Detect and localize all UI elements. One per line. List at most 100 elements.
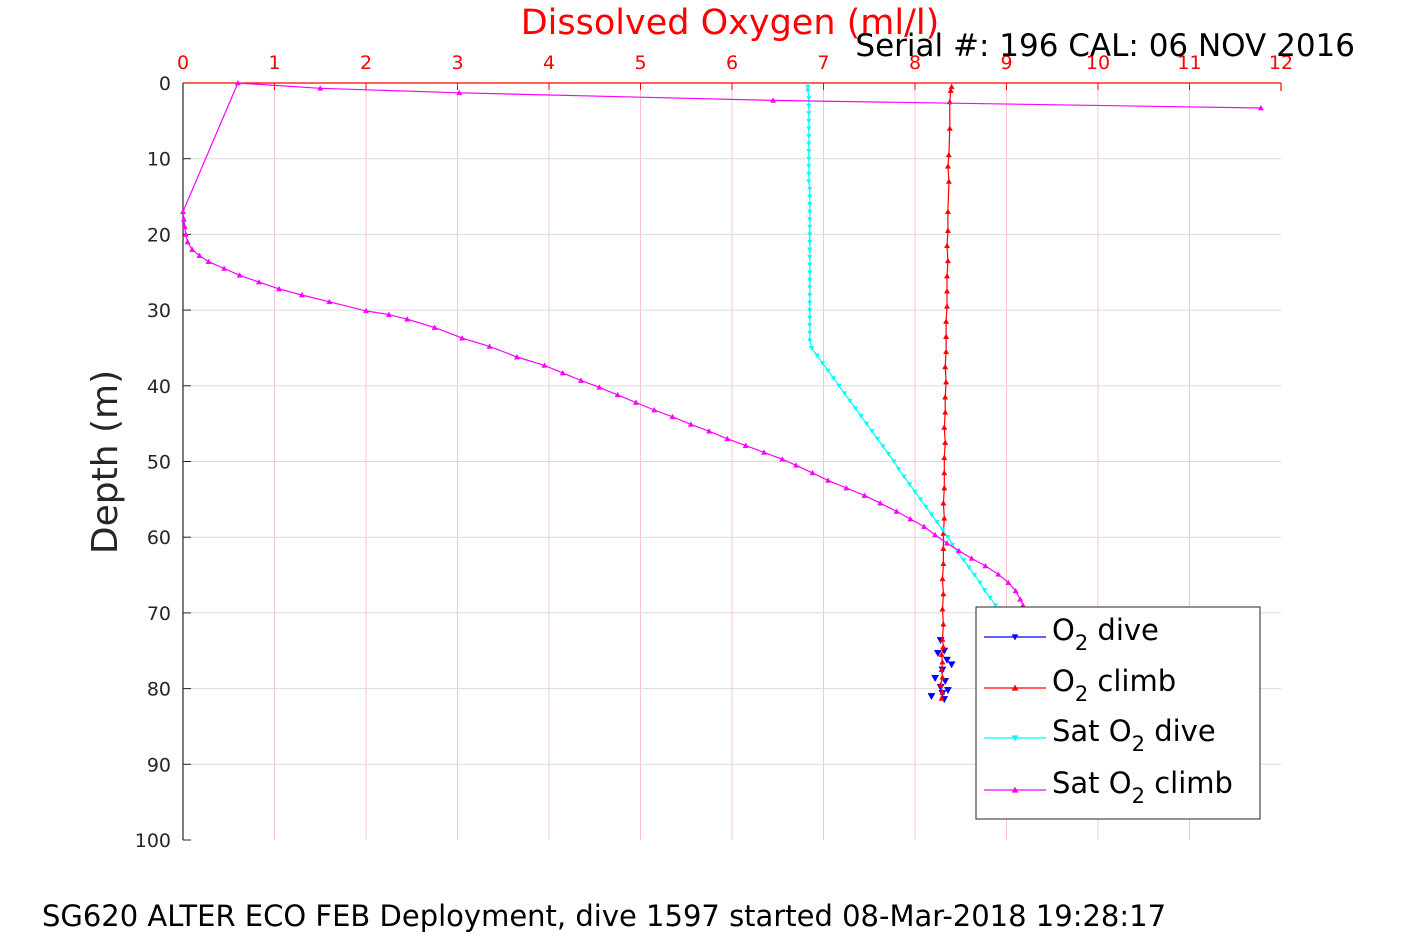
series-2 <box>805 84 1009 624</box>
data-point <box>987 595 993 601</box>
data-point <box>614 391 621 398</box>
data-point <box>221 265 228 271</box>
data-point <box>945 535 951 540</box>
data-point <box>944 540 951 546</box>
y-tick-label: 70 <box>147 603 171 625</box>
data-point <box>805 88 811 94</box>
data-point <box>807 300 813 306</box>
data-point <box>819 361 826 366</box>
data-point <box>941 677 950 686</box>
data-point <box>932 531 939 538</box>
data-point <box>180 216 187 222</box>
data-point <box>893 508 900 514</box>
data-point <box>880 444 886 450</box>
data-point <box>947 87 954 93</box>
data-point <box>807 186 813 192</box>
data-point <box>869 429 875 434</box>
data-point <box>431 324 438 330</box>
data-point <box>182 231 189 237</box>
data-point <box>807 232 813 238</box>
data-point <box>809 469 816 476</box>
data-point <box>877 500 884 506</box>
data-point <box>933 649 942 658</box>
data-point <box>806 96 812 101</box>
data-point <box>276 285 283 292</box>
data-point <box>852 406 859 412</box>
data-point <box>946 125 953 131</box>
data-point <box>761 449 768 455</box>
data-point <box>966 565 972 571</box>
data-point <box>1017 596 1024 602</box>
x-tick-label: 8 <box>909 52 921 74</box>
legend-swatch-marker <box>1011 684 1019 691</box>
data-point <box>807 209 813 215</box>
data-point <box>807 270 813 275</box>
y-tick-label: 20 <box>147 224 171 246</box>
data-point <box>982 562 989 569</box>
data-point <box>941 484 948 491</box>
data-point <box>362 307 370 314</box>
plot-area <box>179 79 1264 704</box>
data-point <box>944 227 951 233</box>
x-tick-label: 1 <box>268 52 280 74</box>
data-point <box>404 316 411 322</box>
data-point <box>977 580 983 586</box>
data-point <box>742 442 749 448</box>
data-point <box>724 435 731 442</box>
x-tick-label: 7 <box>817 52 829 74</box>
data-point <box>917 497 924 503</box>
data-point <box>559 369 566 376</box>
legend: O2 dive O2 climb Sat O2 dive Sat O2 climb <box>975 606 1261 820</box>
data-point <box>941 454 948 461</box>
chart-title: Dissolved Oxygen (ml/l) <box>521 3 940 43</box>
data-point <box>836 383 842 389</box>
data-point <box>807 292 813 298</box>
data-point <box>940 500 947 506</box>
data-point <box>939 575 946 582</box>
data-point <box>830 376 837 381</box>
data-point <box>807 315 813 321</box>
data-point <box>181 223 188 230</box>
data-point <box>942 394 949 400</box>
data-point <box>995 571 1002 577</box>
data-point <box>234 79 241 86</box>
y-axis-label: Depth (m) <box>85 370 126 554</box>
data-point <box>939 636 946 642</box>
data-point <box>841 391 848 397</box>
x-tick-label: 0 <box>177 52 189 74</box>
data-point <box>255 278 262 285</box>
data-point <box>992 603 999 609</box>
data-point <box>912 489 918 495</box>
legend-entry: O2 climb <box>1052 664 1176 706</box>
data-point <box>807 308 813 313</box>
data-point <box>938 651 945 657</box>
data-point <box>541 362 548 368</box>
y-tick-label: 90 <box>147 754 171 776</box>
y-tick-label: 10 <box>147 149 171 171</box>
data-point <box>945 178 952 184</box>
data-point <box>317 85 324 91</box>
data-point <box>807 194 813 200</box>
data-point <box>942 409 949 415</box>
legend-entry: Sat O2 climb <box>1052 766 1233 808</box>
y-tick-label: 40 <box>147 376 171 398</box>
data-point <box>807 338 813 344</box>
data-point <box>632 399 639 405</box>
data-point <box>948 83 955 90</box>
data-point <box>940 590 947 597</box>
data-point <box>806 118 812 124</box>
data-point <box>940 621 947 627</box>
data-point <box>895 467 902 472</box>
data-point <box>1012 587 1019 594</box>
data-point <box>669 413 676 420</box>
data-point <box>807 323 813 328</box>
data-point <box>874 436 881 442</box>
data-point <box>940 643 947 650</box>
data-point <box>205 258 212 264</box>
x-tick-labels: 0 1 2 3 4 5 6 7 8 9 10 11 12 <box>177 52 1293 74</box>
data-point <box>944 288 951 294</box>
data-point <box>885 451 892 457</box>
y-tick-label: 0 <box>159 73 171 95</box>
data-point <box>807 255 813 260</box>
y-tick-label: 80 <box>147 679 171 701</box>
